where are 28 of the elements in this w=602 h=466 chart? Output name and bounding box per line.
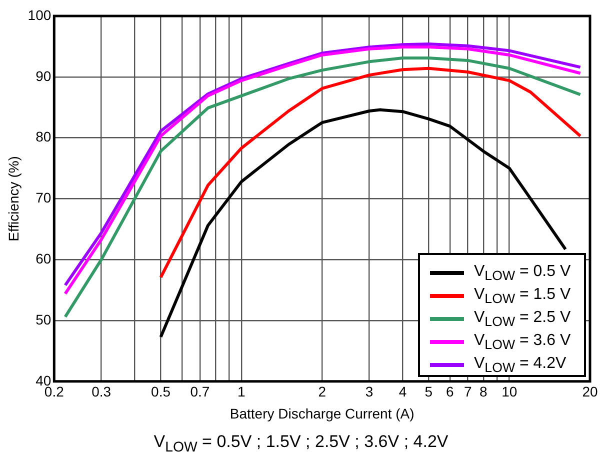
y-tick-label: 70 xyxy=(36,190,52,206)
x-tick-label: 3 xyxy=(365,384,374,400)
legend-label: V$_{LOW}$ = 2.5 V xyxy=(474,308,571,329)
text: V$_{LOW}$ = 0.5V ; 1.5V ; 2.5V ; 3.6V ; 4.2V xyxy=(152,432,450,456)
y-axis-title: Efficiency (%) xyxy=(5,156,22,242)
legend-label: V$_{LOW}$ = 3.6 V xyxy=(474,332,571,352)
x-tick-label: 1 xyxy=(238,384,246,400)
legend-label: V$_{LOW}$ = 0.5 V xyxy=(474,262,571,283)
x-tick-label: 0.7 xyxy=(190,384,210,400)
x-tick-label: 8 xyxy=(479,384,488,400)
x-tick-label: 7 xyxy=(464,384,472,400)
x-tick-label: 6 xyxy=(446,384,454,400)
x-tick-label: 2 xyxy=(318,384,326,400)
y-tick-label: 90 xyxy=(36,68,52,84)
x-tick-label: 5 xyxy=(424,384,433,400)
y-tick-label: 100 xyxy=(28,6,52,23)
x-tick-label: 0.3 xyxy=(92,384,112,400)
x-tick-label: 20 xyxy=(582,384,598,400)
x-axis-title: Battery Discharge Current (A) xyxy=(230,405,414,422)
y-tick-label: 50 xyxy=(36,311,52,328)
y-tick-label: 60 xyxy=(36,250,52,266)
x-tick-label: 0.5 xyxy=(151,384,171,400)
legend-label: V$_{LOW}$ = 1.5 V xyxy=(474,286,571,306)
x-tick-label: 4 xyxy=(398,384,407,400)
y-tick-label: 80 xyxy=(36,128,52,145)
legend-label: V$_{LOW}$ = 4.2V xyxy=(474,354,566,375)
x-tick-label: 10 xyxy=(502,384,518,400)
y-tick-label: 40 xyxy=(36,372,52,388)
